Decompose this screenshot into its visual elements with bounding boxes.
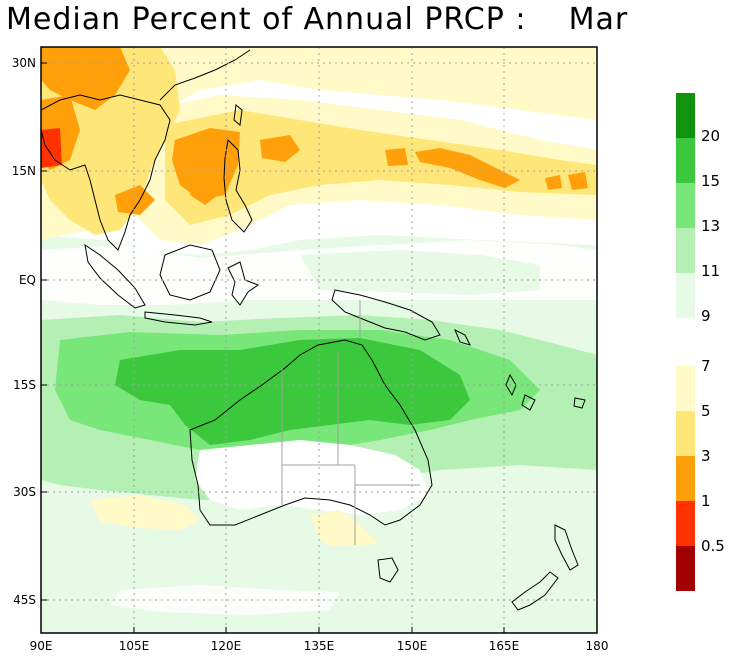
lon-tick-label: 150E <box>397 639 428 653</box>
colorbar-wet: 20 15 13 11 9 <box>676 93 720 325</box>
philippines-coast <box>223 138 253 233</box>
colorbar-dry: 7 5 3 1 0.5 <box>676 357 725 591</box>
lon-tick-label: 105E <box>119 639 150 653</box>
lon-tick-label: 90E <box>30 639 53 653</box>
colorbar-label: 0.5 <box>701 537 725 555</box>
colorbar-swatch <box>676 273 695 318</box>
lat-tick-label: EQ <box>19 273 36 287</box>
nz-north-coast <box>554 524 579 571</box>
colorbar-swatch <box>676 93 695 138</box>
borders <box>281 300 420 545</box>
colorbar-swatch <box>676 411 695 456</box>
se-asia-coast <box>41 94 171 251</box>
colorbar-label: 3 <box>701 447 711 465</box>
colorbar-label: 13 <box>701 217 720 235</box>
colorbar-label: 20 <box>701 127 720 145</box>
lat-tick-label: 15S <box>13 378 36 392</box>
nz-south-coast <box>511 571 559 611</box>
title-text: Median Percent of Annual PRCP : <box>6 2 527 37</box>
colorbar-swatch <box>676 138 695 183</box>
new-caledonia-coast <box>521 394 536 411</box>
colorbar-swatch <box>676 546 695 591</box>
java-coast <box>144 311 213 326</box>
taiwan-coast <box>233 104 243 126</box>
map-title: Median Percent of Annual PRCP : Mar <box>6 2 628 37</box>
lat-tick-label: 15N <box>12 164 36 178</box>
colorbar-label: 1 <box>701 492 711 510</box>
colorbar-swatch <box>676 228 695 273</box>
colorbar-label: 11 <box>701 262 720 280</box>
colorbar-label: 9 <box>701 307 711 325</box>
lon-tick-label: 120E <box>211 639 242 653</box>
lon-tick-label: 180 <box>586 639 609 653</box>
colorbar-swatch <box>676 366 695 411</box>
borneo-coast <box>159 244 221 301</box>
lon-tick-label: 135E <box>304 639 335 653</box>
colorbar-swatch <box>676 456 695 501</box>
sumatra-coast <box>84 243 146 309</box>
title-month: Mar <box>568 2 629 37</box>
china-coast <box>159 49 251 101</box>
fiji-coast <box>573 397 586 409</box>
solomon-coast <box>454 328 471 346</box>
tasmania-coast <box>377 557 399 583</box>
colorbar-label: 15 <box>701 172 720 190</box>
lat-tick-label: 30S <box>13 485 36 499</box>
colorbar-label: 5 <box>701 402 711 420</box>
colorbar-swatch <box>676 501 695 546</box>
colorbar-label: 7 <box>701 357 711 375</box>
longitude-axis: 90E 105E 120E 135E 150E 165E 180 <box>30 627 609 653</box>
sulawesi-coast <box>227 261 260 306</box>
latitude-axis: 30N 15N EQ 15S 30S 45S <box>12 56 47 607</box>
coastlines <box>41 49 586 611</box>
lat-tick-label: 45S <box>13 593 36 607</box>
australia-coast <box>189 339 433 526</box>
lon-tick-label: 165E <box>489 639 520 653</box>
grid-lines <box>41 47 597 633</box>
vanuatu-coast <box>505 373 517 397</box>
colorbar-swatch <box>676 183 695 228</box>
lat-tick-label: 30N <box>12 56 36 70</box>
new-guinea-coast <box>331 289 441 341</box>
